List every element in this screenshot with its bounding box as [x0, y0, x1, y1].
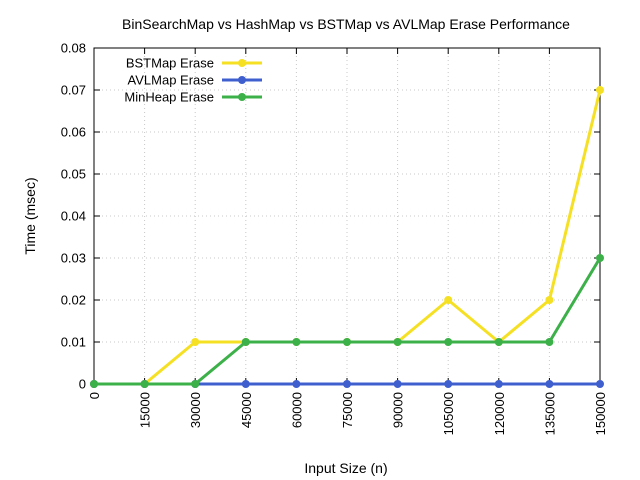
x-tick-label: 75000 — [340, 392, 355, 428]
data-point — [444, 380, 453, 388]
y-tick-label: 0.05 — [61, 167, 86, 182]
series-group — [90, 254, 604, 388]
data-point — [393, 380, 402, 388]
x-tick-label: 0 — [87, 392, 102, 399]
y-tick-label: 0.08 — [61, 41, 86, 56]
data-point — [241, 338, 250, 346]
data-point — [444, 296, 453, 304]
x-tick-label: 45000 — [239, 392, 254, 428]
x-tick-label: 150000 — [593, 392, 608, 435]
y-tick-label: 0.03 — [61, 251, 86, 266]
data-point — [545, 338, 554, 346]
data-point — [596, 380, 604, 388]
x-axis-label: Input Size (n) — [304, 460, 387, 476]
legend-swatch-point — [238, 93, 246, 101]
data-point — [494, 338, 503, 346]
legend-label: AVLMap Erase — [128, 73, 214, 88]
x-tick-label: 120000 — [492, 392, 507, 435]
data-point — [444, 338, 453, 346]
legend-label: MinHeap Erase — [124, 90, 214, 105]
axis-ticks: 0 0.01 0.02 0.03 0.04 0.05 0.06 0.07 0.08 0 15000 3… — [61, 41, 608, 436]
y-axis-label: Time (msec) — [22, 177, 38, 254]
x-tick-label: 15000 — [138, 392, 153, 428]
grid-lines — [94, 48, 600, 384]
series-layer — [90, 86, 604, 388]
y-tick-label: 0 — [79, 377, 86, 392]
x-tick-label: 60000 — [289, 392, 304, 428]
data-point — [596, 86, 604, 94]
data-point — [545, 296, 554, 304]
data-point — [292, 380, 301, 388]
x-tick-label: 30000 — [188, 392, 203, 428]
data-point — [90, 380, 98, 388]
data-point — [343, 380, 351, 388]
data-point — [241, 380, 250, 388]
y-tick-label: 0.02 — [61, 293, 86, 308]
data-point — [393, 338, 402, 346]
x-tick-label: 135000 — [542, 392, 557, 435]
data-point — [596, 254, 604, 262]
data-point — [292, 338, 301, 346]
data-point — [545, 380, 554, 388]
legend-swatch-point — [238, 59, 246, 67]
legend: BSTMap Erase AVLMap Erase MinHeap Erase — [124, 56, 262, 105]
y-tick-label: 0.04 — [61, 209, 86, 224]
y-tick-label: 0.06 — [61, 125, 86, 140]
x-tick-label: 105000 — [441, 392, 456, 435]
chart-title: BinSearchMap vs HashMap vs BSTMap vs AVL… — [122, 16, 570, 32]
data-point — [191, 380, 200, 388]
data-point — [191, 338, 200, 346]
x-tick-label: 90000 — [391, 392, 406, 428]
y-tick-label: 0.01 — [61, 335, 86, 350]
legend-swatch-point — [238, 76, 246, 84]
data-point — [494, 380, 503, 388]
data-point — [343, 338, 351, 346]
y-tick-label: 0.07 — [61, 83, 86, 98]
legend-label: BSTMap Erase — [126, 56, 214, 71]
data-point — [140, 380, 149, 388]
